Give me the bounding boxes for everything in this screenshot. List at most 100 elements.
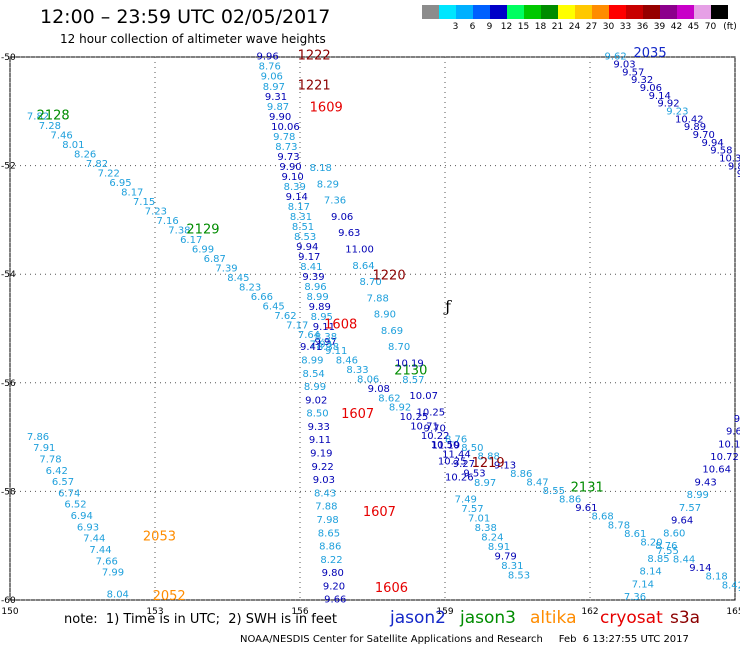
color-swatch (524, 5, 541, 19)
satellite-legend-jason3: jason3 (460, 608, 516, 628)
swh-value: 7.57 (461, 504, 483, 515)
swh-value: 8.24 (481, 532, 503, 543)
swh-value: 8.22 (320, 555, 342, 566)
swh-value: 8.76 (259, 62, 281, 73)
credit-line: NOAA/NESDIS Center for Satellite Applica… (240, 634, 689, 645)
swh-value: 6.17 (180, 235, 202, 246)
swh-value: 7.64 (298, 330, 320, 341)
swh-value: 8.38 (475, 523, 497, 534)
color-swatch (422, 5, 439, 19)
swh-value: 10.39 (719, 153, 740, 164)
swh-value: 8.38 (317, 342, 339, 353)
swh-value: 8.73 (275, 142, 297, 153)
swh-value: 6.42 (46, 466, 68, 477)
color-swatch-label: 30 (602, 22, 615, 32)
track-pass-label: 2052 (153, 589, 186, 604)
swh-value: 10.16 (718, 439, 740, 450)
color-swatch (456, 5, 473, 19)
swh-value: 8.90 (374, 310, 396, 321)
swh-value: 9.14 (286, 192, 308, 203)
color-swatch (439, 5, 456, 19)
color-swatch (541, 5, 558, 19)
swh-value: 8.53 (508, 570, 530, 581)
track-pass-label: 1609 (310, 100, 343, 115)
swh-value: 9.27 (453, 459, 475, 470)
swh-value: 8.99 (307, 292, 329, 303)
swh-value: 7.86 (27, 432, 49, 443)
swh-value: 7.36 (324, 196, 346, 207)
swh-value: 7.44 (83, 534, 105, 545)
footer-note: note: 1) Time is in UTC; 2) SWH is in fe… (64, 612, 337, 627)
swh-value: 7.98 (317, 515, 339, 526)
color-swatch (558, 5, 575, 19)
color-swatch (643, 5, 660, 19)
swh-value: 9.94 (296, 242, 318, 253)
swh-value: 8.44 (673, 555, 695, 566)
swh-value: 9.62 (605, 52, 627, 63)
track-pass-label: 2129 (186, 222, 219, 237)
swh-value: 8.64 (352, 261, 374, 272)
colorbar-unit: (ft) (723, 22, 737, 32)
swh-value: 8.17 (288, 202, 310, 213)
swh-value: 9.64 (671, 516, 693, 527)
swh-value: 9.10 (282, 172, 304, 183)
swh-value: 9.43 (695, 477, 717, 488)
swh-value: 7.57 (679, 503, 701, 514)
swh-value: 7.78 (39, 454, 61, 465)
swh-value: 8.95 (311, 312, 333, 323)
swh-value: 9.22 (311, 462, 333, 473)
swh-value: 8.53 (294, 232, 316, 243)
swh-value: 6.57 (52, 477, 74, 488)
swh-value: 9.39 (302, 272, 324, 283)
swh-value: 8.70 (360, 277, 382, 288)
swh-value: 10.25 (438, 456, 467, 467)
swh-value: 9.13 (494, 460, 516, 471)
satellite-legend-s3a: s3a (670, 608, 701, 628)
swh-value: 8.62 (378, 393, 400, 404)
swh-value: 9.89 (309, 302, 331, 313)
satellite-legend-altika: altika (530, 608, 577, 628)
swh-value: 6.94 (71, 511, 93, 522)
lat-tick-label: -54 (1, 270, 16, 280)
swh-value: 9.06 (331, 212, 353, 223)
swh-value: 6.52 (64, 500, 86, 511)
swh-value: 10.71 (410, 421, 439, 432)
swh-value: 9.11 (313, 322, 335, 333)
swh-value: 9.87 (267, 102, 289, 113)
swh-value: 8.78 (608, 520, 630, 531)
swh-value: 7.55 (657, 546, 679, 557)
swh-value: 10.22 (421, 431, 450, 442)
color-swatch-label: 70 (704, 22, 717, 32)
swh-value: 7.99 (102, 568, 124, 579)
swh-value: 8.17 (121, 187, 143, 198)
color-swatch-label: 33 (619, 22, 632, 32)
swh-value: 8.39 (284, 182, 306, 193)
swh-value: 8.70 (388, 342, 410, 353)
swh-value: 9.11 (325, 346, 347, 357)
swh-value: 9.97 (315, 337, 337, 348)
swh-value: 7.17 (286, 321, 308, 332)
satellite-legend-cryosat: cryosat (600, 608, 663, 628)
swh-value: 7.23 (145, 206, 167, 217)
swh-value: 8.33 (346, 365, 368, 376)
lon-tick-label: 156 (291, 607, 308, 617)
swh-value: 7.86 (738, 589, 740, 600)
swh-value: 8.46 (336, 356, 358, 367)
swh-value: 7.14 (632, 579, 654, 590)
swh-value: 6.74 (58, 488, 80, 499)
lon-tick-label: 153 (146, 607, 163, 617)
swh-value: 9.17 (298, 252, 320, 263)
swh-value: 7.39 (215, 263, 237, 274)
map-subtitle: 12 hour collection of altimeter wave hei… (60, 32, 326, 46)
swh-value: 7.15 (133, 197, 155, 208)
swh-value: 9.79 (495, 551, 517, 562)
swh-value: 10.26 (445, 473, 474, 484)
swh-value: 10.64 (702, 465, 731, 476)
swh-value: 8.55 (543, 486, 565, 497)
swh-value: 7.88 (367, 293, 389, 304)
swh-value: 7.28 (39, 121, 61, 132)
swh-value: 6.95 (109, 178, 131, 189)
swh-value: 10.50 (431, 440, 460, 451)
swh-value: 10.19 (395, 359, 424, 370)
